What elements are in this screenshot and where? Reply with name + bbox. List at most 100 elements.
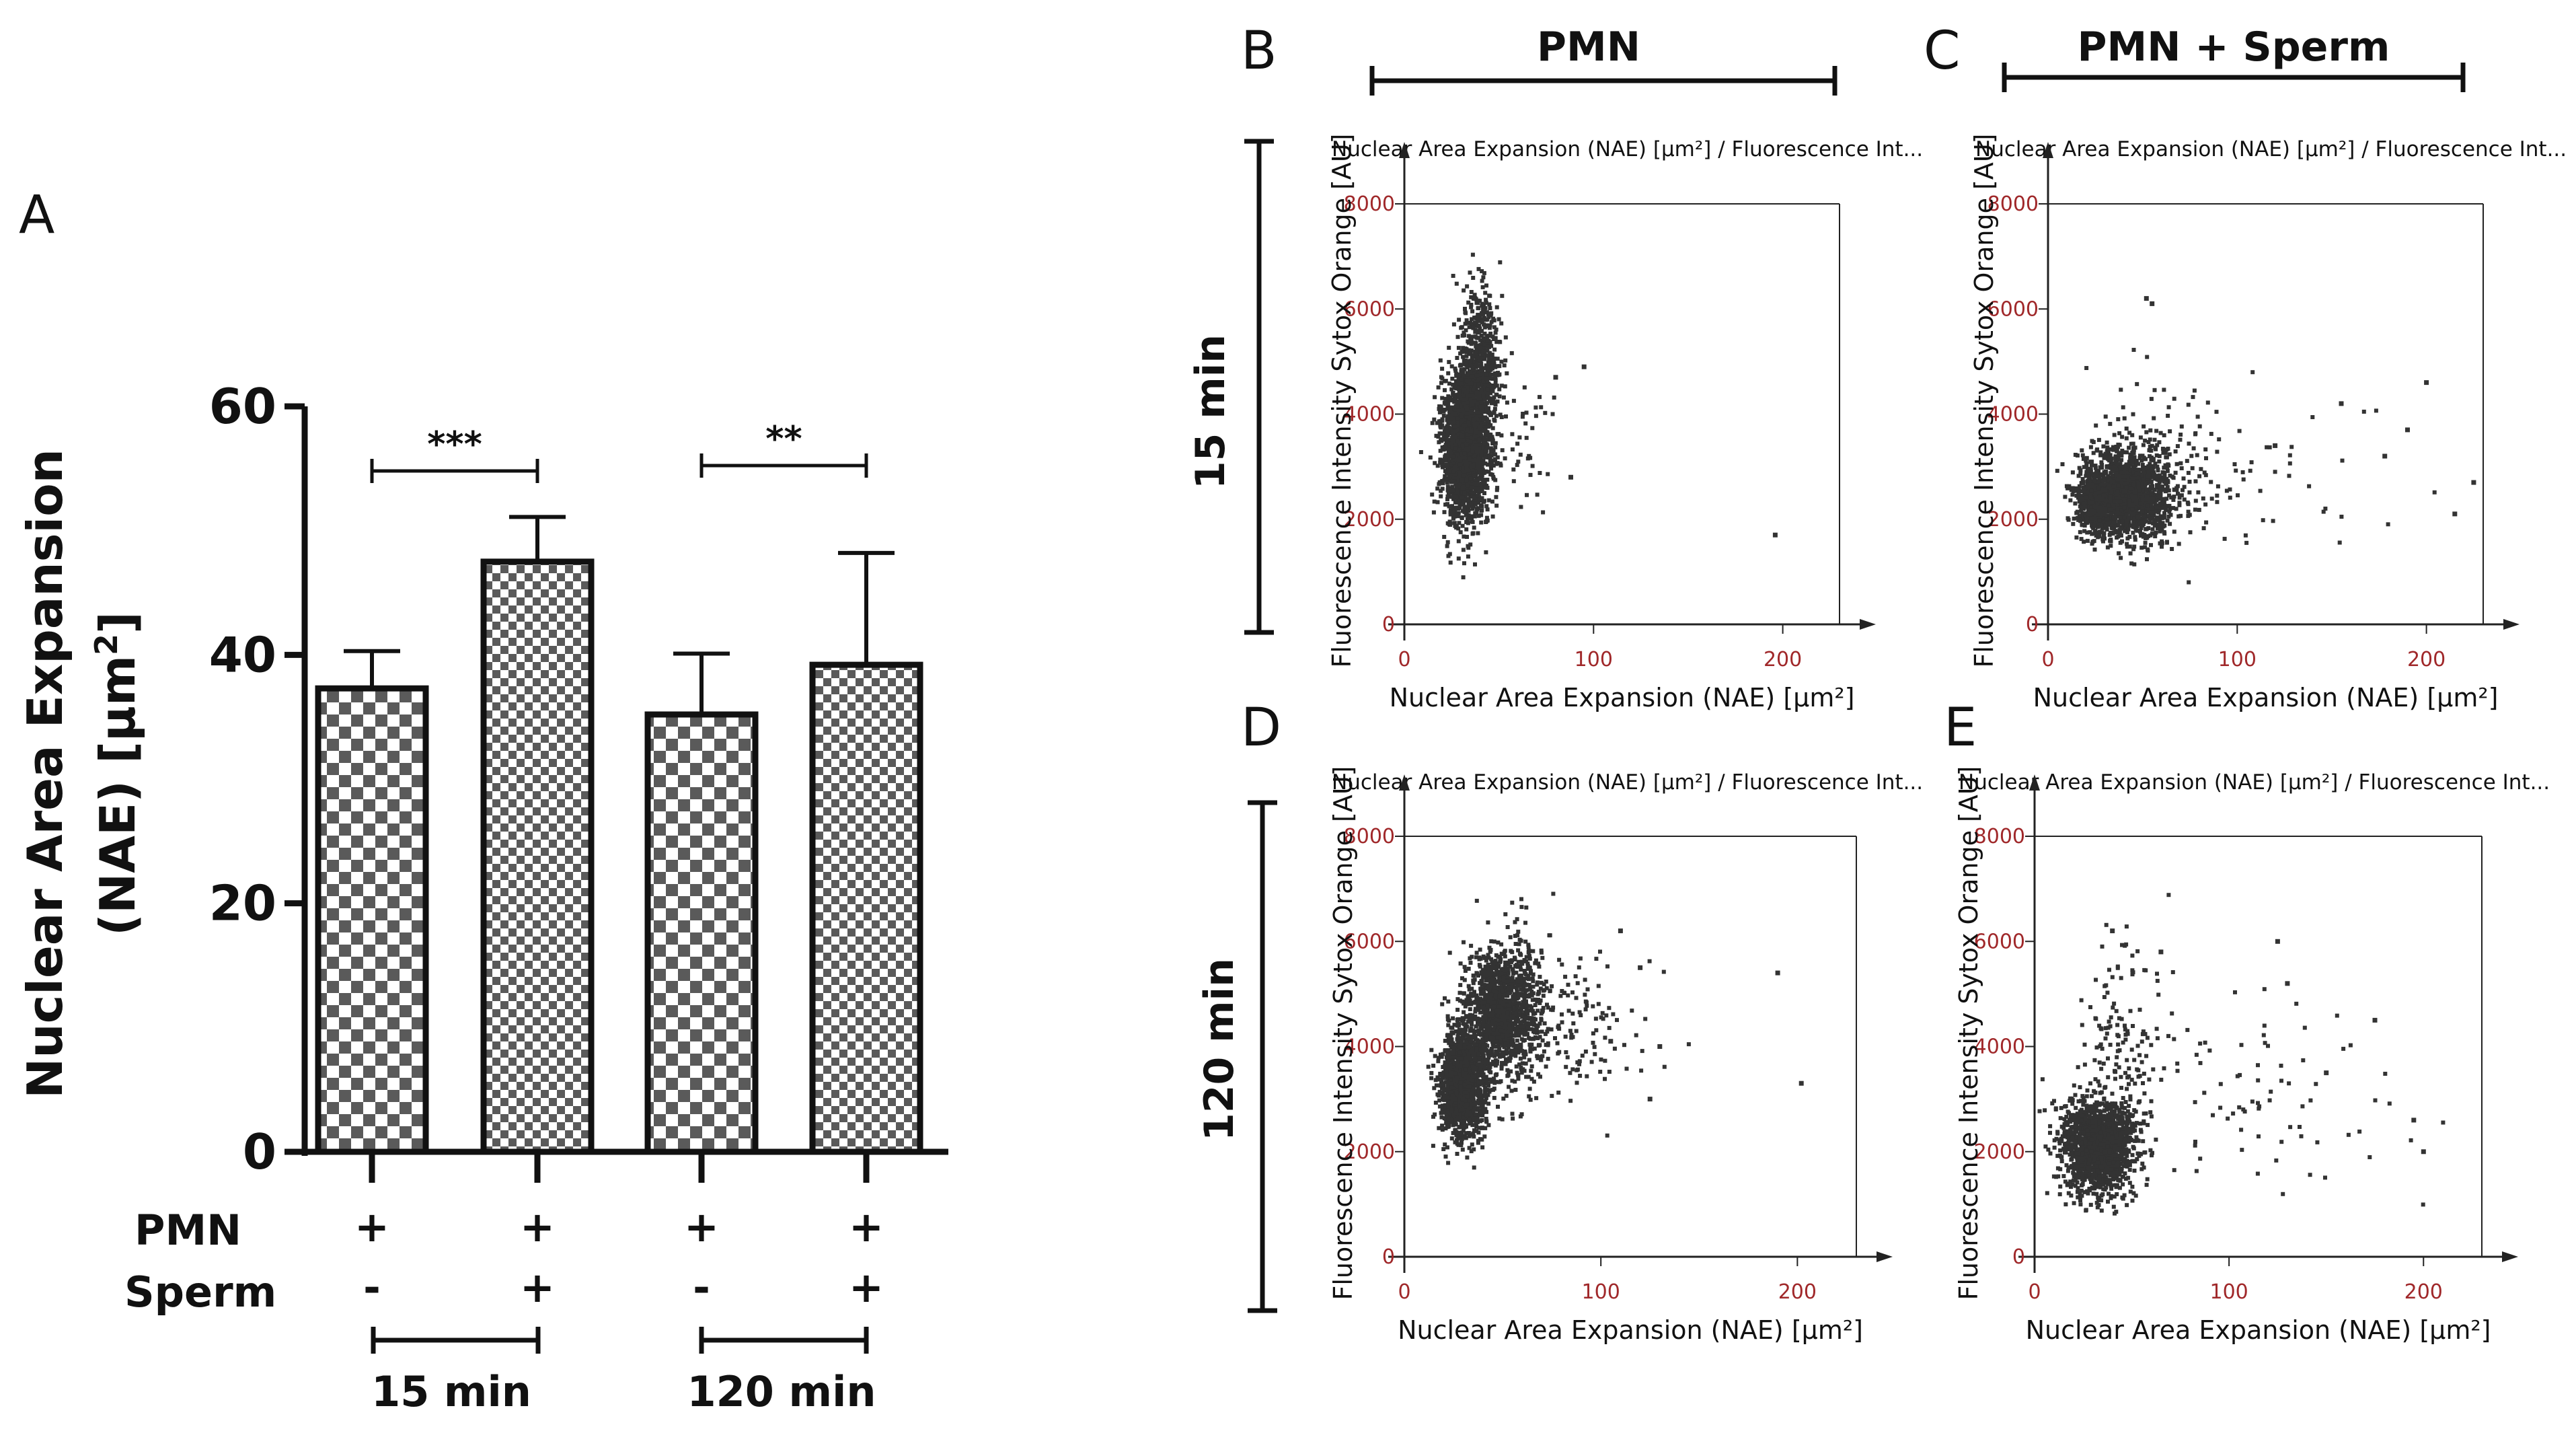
- scatter-point: [1443, 474, 1447, 478]
- scatter-point: [2150, 483, 2154, 488]
- scatter-y-tick-label: 2000: [1344, 508, 1395, 532]
- scatter-point: [2089, 488, 2094, 493]
- scatter-point: [1487, 302, 1492, 307]
- scatter-point: [2134, 471, 2139, 476]
- scatter-point: [2140, 509, 2145, 514]
- scatter-point: [1459, 369, 1464, 374]
- scatter-point: [2132, 455, 2137, 460]
- scatter-point: [2102, 534, 2106, 538]
- scatter-point: [2070, 486, 2075, 490]
- scatter-point: [2222, 536, 2227, 541]
- scatter-point: [1482, 270, 1486, 275]
- scatter-point: [2133, 483, 2138, 488]
- sperm-sign-4: +: [849, 1263, 884, 1312]
- scatter-point: [1445, 430, 1450, 434]
- scatter-point: [1468, 320, 1472, 325]
- scatter-point: [2131, 482, 2136, 486]
- scatter-point: [2124, 519, 2129, 523]
- scatter-point: [1484, 297, 1488, 302]
- scatter-point: [1482, 480, 1487, 485]
- scatter-point: [1468, 439, 1473, 444]
- scatter-point: [1482, 322, 1486, 327]
- scatter-point: [2084, 519, 2089, 523]
- scatter-point: [1499, 383, 1504, 388]
- scatter-point: [2111, 479, 2116, 484]
- scatter-point: [1447, 459, 1452, 464]
- scatter-point: [2148, 517, 2153, 521]
- scatter-point: [2063, 494, 2068, 499]
- scatter-point: [2108, 530, 2113, 535]
- scatter-point: [2120, 435, 2125, 439]
- scatter-point: [2151, 497, 2156, 501]
- scatter-point: [1492, 325, 1497, 330]
- panel-letter-a: A: [19, 185, 54, 246]
- scatter-point: [1485, 445, 1490, 449]
- scatter-y-tick-label: 8000: [1344, 192, 1395, 216]
- scatter-point: [1464, 347, 1469, 351]
- scatter-point: [2224, 488, 2229, 493]
- scatter-point: [2119, 556, 2123, 560]
- scatter-point: [2072, 516, 2076, 521]
- scatter-point: [1479, 509, 1484, 513]
- scatter-point: [1451, 390, 1455, 395]
- scatter-point: [1505, 371, 1509, 375]
- bar-ylabel-sup: 2: [88, 634, 124, 655]
- scatter-point: [1475, 493, 1480, 498]
- scatter-point: [1487, 432, 1492, 437]
- scatter-point: [2186, 513, 2191, 518]
- scatter-point: [1478, 338, 1482, 342]
- scatter-point: [1457, 390, 1462, 394]
- scatter-point: [1499, 415, 1504, 419]
- bar-1: [315, 685, 429, 1155]
- scatter-point: [1467, 348, 1472, 353]
- scatter-point: [1533, 405, 1538, 410]
- scatter-point: [2121, 450, 2125, 455]
- scatter-point: [1466, 485, 1470, 490]
- scatter-point: [1495, 357, 1500, 361]
- scatter-point: [2173, 470, 2178, 475]
- scatter-point: [2123, 529, 2127, 534]
- scatter-point: [2076, 474, 2081, 478]
- scatter-point: [1451, 437, 1455, 441]
- scatter-point: [1479, 453, 1484, 457]
- scatter-point: [1460, 398, 1464, 402]
- scatter-point: [1470, 374, 1474, 379]
- scatter-point: [1443, 447, 1448, 451]
- scatter-point: [2137, 455, 2142, 460]
- scatter-point: [2267, 445, 2272, 449]
- scatter-point: [2141, 478, 2146, 482]
- scatter-point: [2187, 580, 2191, 585]
- scatter-point: [1453, 399, 1458, 404]
- scatter-point: [1441, 409, 1446, 414]
- scatter-point: [2193, 479, 2198, 484]
- scatter-point: [1450, 504, 1455, 509]
- scatter-point: [1492, 410, 1497, 414]
- scatter-point: [2141, 443, 2146, 447]
- scatter-point: [1451, 393, 1456, 398]
- scatter-point: [1479, 365, 1484, 369]
- scatter-point: [1464, 527, 1469, 532]
- scatter-point: [1447, 475, 1452, 480]
- scatter-point: [1482, 357, 1487, 361]
- scatter-point: [2085, 538, 2090, 543]
- scatter-point: [1476, 319, 1480, 324]
- scatter-point: [1463, 322, 1468, 326]
- scatter-point: [1478, 379, 1483, 383]
- scatter-point: [2079, 504, 2084, 508]
- scatter-point: [1492, 365, 1497, 369]
- scatter-point: [2156, 505, 2160, 510]
- scatter-point: [2085, 466, 2090, 471]
- scatter-point: [2162, 532, 2167, 536]
- scatter-point: [1453, 411, 1457, 416]
- scatter-point: [2095, 524, 2100, 529]
- scatter-point: [1464, 462, 1468, 466]
- scatter-point: [2190, 466, 2195, 470]
- scatter-point: [1462, 359, 1466, 363]
- scatter-point: [1461, 446, 1466, 451]
- scatter-point: [1446, 554, 1451, 558]
- scatter-point: [2100, 488, 2105, 492]
- scatter-point: [1474, 329, 1479, 334]
- scatter-point: [1461, 548, 1466, 552]
- scatter-point: [1428, 455, 1433, 460]
- scatter-point: [1469, 305, 1474, 309]
